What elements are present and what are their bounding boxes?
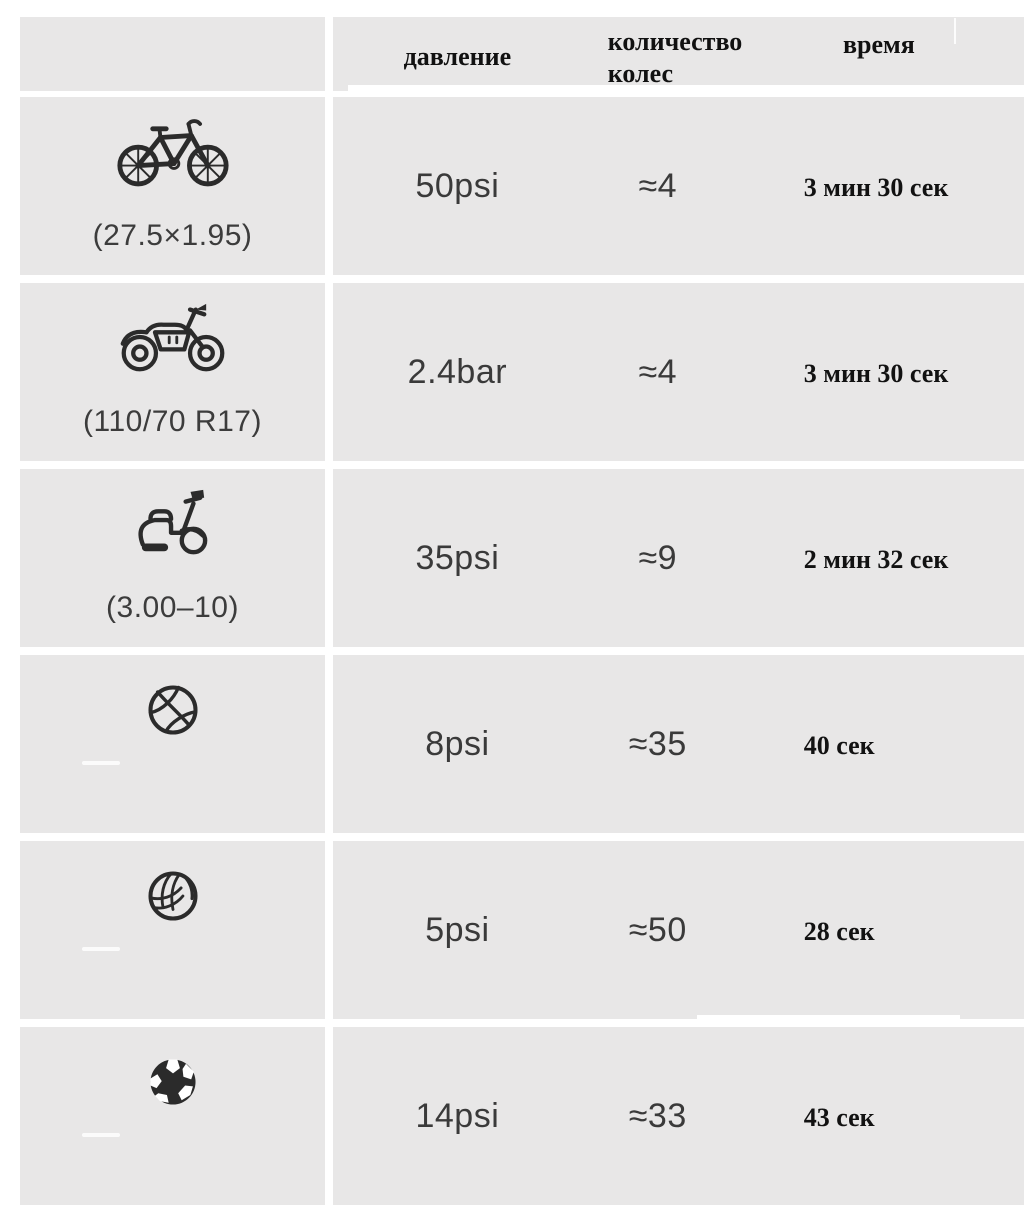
tire-size-label: (27.5×1.95) [92, 219, 253, 252]
table-header-row: давление количество колес время [20, 17, 1024, 91]
pressure-value: 2.4bar [407, 352, 508, 391]
pressure-value: 50psi [415, 166, 500, 205]
tire-size-label: (3.00–10) [106, 591, 239, 624]
wheel-count-value: ≈4 [638, 352, 678, 391]
wheel-count-value: ≈4 [638, 166, 678, 205]
header-empty-cell [20, 17, 325, 91]
basketball-icon [146, 671, 200, 749]
wheel-count-value: ≈33 [628, 1096, 687, 1135]
soccer-ball-icon [147, 1043, 199, 1121]
item-cell-soccer-ball [20, 1027, 325, 1205]
erased-label-artifact [82, 761, 120, 765]
volleyball-icon [146, 857, 200, 935]
wheel-count-value: ≈50 [628, 910, 687, 949]
pressure-value: 35psi [415, 538, 500, 577]
table-row-soccer-ball: 14psi ≈33 43 сек [20, 1027, 1024, 1205]
item-cell-scooter: (3.00–10) [20, 469, 325, 647]
item-cell-bicycle: (27.5×1.95) [20, 97, 325, 275]
table-row-motorcycle: (110/70 R17) 2.4bar ≈4 3 мин 30 сек [20, 283, 1024, 461]
values-cell-motorcycle: 2.4bar ≈4 3 мин 30 сек [333, 283, 1024, 461]
table-row-basketball: 8psi ≈35 40 сек [20, 655, 1024, 833]
tire-size-label: (110/70 R17) [83, 405, 262, 438]
values-cell-bicycle: 50psi ≈4 3 мин 30 сек [333, 97, 1024, 275]
erased-label-artifact [82, 1133, 120, 1137]
pressure-value: 14psi [415, 1096, 500, 1135]
motorcycle-icon [116, 299, 230, 377]
erased-line-artifact [954, 18, 956, 44]
column-header-wheel-count: количество колес [607, 27, 743, 88]
time-value: 28 сек [803, 917, 875, 946]
pressure-value: 8psi [425, 724, 490, 763]
scooter-icon [130, 485, 216, 563]
values-cell-scooter: 35psi ≈9 2 мин 32 сек [333, 469, 1024, 647]
time-value: 43 сек [803, 1103, 875, 1132]
inflation-table: давление количество колес время [20, 17, 1024, 1205]
column-header-time: время [842, 30, 915, 59]
bicycle-icon [115, 113, 231, 191]
item-cell-motorcycle: (110/70 R17) [20, 283, 325, 461]
item-cell-basketball [20, 655, 325, 833]
wheel-count-value: ≈35 [628, 724, 687, 763]
pressure-value: 5psi [425, 910, 490, 949]
erased-area-artifact [697, 1015, 960, 1022]
values-cell-soccer-ball: 14psi ≈33 43 сек [333, 1027, 1024, 1205]
table-row-bicycle: (27.5×1.95) 50psi ≈4 3 мин 30 сек [20, 97, 1024, 275]
values-cell-volleyball: 5psi ≈50 28 сек [333, 841, 1024, 1019]
wheel-count-value: ≈9 [638, 538, 678, 577]
table-row-volleyball: 5psi ≈50 28 сек [20, 841, 1024, 1019]
time-value: 2 мин 32 сек [803, 545, 949, 574]
header-cells: давление количество колес время [333, 17, 1024, 91]
time-value: 3 мин 30 сек [803, 173, 949, 202]
erased-area-artifact [348, 85, 1024, 97]
erased-label-artifact [82, 947, 120, 951]
time-value: 3 мин 30 сек [803, 359, 949, 388]
item-cell-volleyball [20, 841, 325, 1019]
column-header-pressure: давление [403, 42, 512, 71]
values-cell-basketball: 8psi ≈35 40 сек [333, 655, 1024, 833]
table-row-scooter: (3.00–10) 35psi ≈9 2 мин 32 сек [20, 469, 1024, 647]
time-value: 40 сек [803, 731, 875, 760]
